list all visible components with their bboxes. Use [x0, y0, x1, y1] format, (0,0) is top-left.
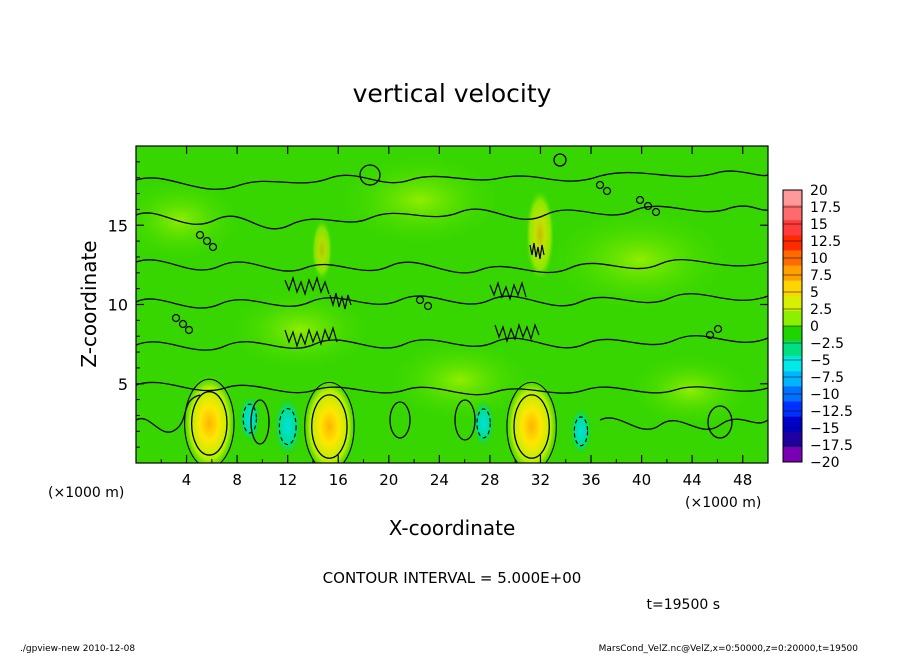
field-blotch [630, 355, 750, 425]
y-tick-label: 5 [118, 375, 128, 394]
field-blotch [390, 340, 530, 420]
downdraft-contour [278, 407, 297, 446]
y-tick-label: 15 [108, 216, 128, 235]
x-tick-label: 48 [733, 471, 752, 489]
field-blotch [340, 155, 500, 245]
x-tick-label: 8 [232, 471, 242, 489]
downdraft-contour [476, 408, 491, 439]
x-tick-label: 24 [430, 471, 449, 489]
colorbar-swatch [783, 431, 802, 448]
plot-field [136, 146, 768, 463]
colorbar-label: 20 [810, 183, 828, 199]
downdraft-5 [238, 394, 261, 443]
updraft-2 [303, 378, 356, 463]
x-tick-label: 28 [480, 471, 499, 489]
colorbar: 2017.51512.5107.552.50−2.5−5−7.5−10−12.5… [782, 183, 853, 471]
colorbar-label: −15 [810, 421, 840, 437]
downdraft-4 [273, 396, 302, 457]
downdraft-7 [472, 399, 495, 448]
colorbar-label: 17.5 [810, 200, 841, 216]
colorbar-swatch [783, 326, 802, 342]
footer-right: MarsCond_VelZ.nc@VelZ,x=0:50000,z=0:2000… [599, 644, 859, 654]
updraft-contour [513, 394, 550, 459]
x-axis-label: X-coordinate [389, 516, 516, 540]
updraft-outer-contour [184, 378, 235, 463]
colorbar-label: 7.5 [810, 268, 832, 284]
updraft-contour [311, 394, 348, 459]
colorbar-label: −17.5 [810, 438, 853, 454]
downdraft-contour [242, 403, 257, 434]
turbulent-contours [171, 180, 723, 349]
x-tick-label: 36 [581, 471, 600, 489]
colorbar-label: 10 [810, 251, 828, 267]
colorbar-swatch [783, 295, 802, 312]
x-tick-label: 20 [379, 471, 398, 489]
colorbar-label: −10 [810, 387, 840, 403]
colorbar-label: 2.5 [810, 302, 832, 318]
colorbar-label: −7.5 [810, 370, 844, 386]
colorbar-swatch [783, 416, 802, 433]
y-axis-label: Z-coordinate [77, 240, 101, 367]
colorbar-swatch [783, 220, 802, 236]
footer-left: ./gpview-new 2010-12-08 [20, 644, 135, 654]
x-unit-label-left: (×1000 m) [48, 485, 124, 501]
field-blotch [230, 290, 370, 370]
updraft-3 [505, 378, 558, 463]
field-blotch [550, 210, 730, 310]
colorbar-swatch [783, 356, 802, 372]
colorbar-swatch [783, 280, 802, 297]
colorbar-swatch [783, 235, 802, 251]
colorbar-swatch [783, 265, 802, 282]
x-tick-label: 12 [278, 471, 297, 489]
colorbar-swatch [783, 371, 802, 387]
x-unit-label-right: (×1000 m) [685, 495, 761, 511]
colorbar-label: −2.5 [810, 336, 844, 352]
colorbar-label: 0 [810, 319, 819, 335]
updraft-1 [183, 375, 236, 463]
y-tick-label: 10 [108, 296, 128, 315]
colorbar-swatch [783, 341, 802, 357]
updraft-outer-contour [304, 381, 355, 463]
colorbar-swatch [783, 310, 802, 327]
x-tick-label: 40 [632, 471, 651, 489]
updraft-contour [190, 391, 228, 456]
field-blotch [312, 220, 332, 280]
updraft-outer-contour [506, 381, 557, 463]
contour-lines [136, 153, 768, 445]
colorbar-swatch [783, 205, 802, 221]
field-blotch [136, 180, 240, 260]
colorbar-label: −12.5 [810, 404, 853, 420]
time-label: t=19500 s [647, 597, 721, 613]
colorbar-label: −20 [810, 455, 840, 471]
colorbar-label: 15 [810, 217, 828, 233]
colorbar-label: −5 [810, 353, 831, 369]
contour-interval: CONTOUR INTERVAL = 5.000E+00 [323, 569, 582, 587]
x-tick-label: 44 [683, 471, 702, 489]
colorbar-label: 5 [810, 285, 819, 301]
x-tick-label: 16 [329, 471, 348, 489]
colorbar-swatch [783, 401, 802, 418]
downdraft-6 [569, 407, 592, 456]
field-blotch [526, 190, 554, 280]
colorbar-swatch [783, 446, 802, 463]
chart-title: vertical velocity [353, 79, 552, 108]
downdraft-contour [573, 416, 589, 447]
colorbar-swatch [783, 190, 802, 206]
colorbar-label: 12.5 [810, 234, 841, 250]
x-tick-label: 32 [531, 471, 550, 489]
x-tick-label: 4 [182, 471, 192, 489]
